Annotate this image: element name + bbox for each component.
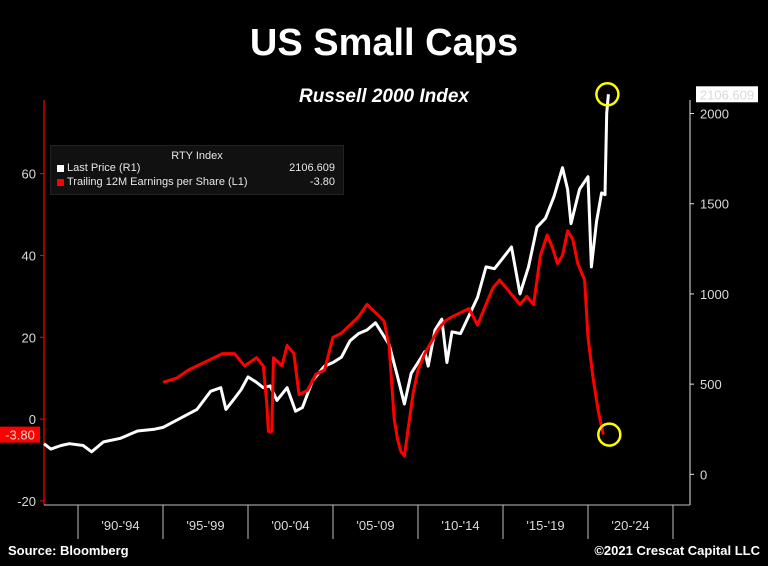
left-tick-label-4: 60 bbox=[22, 167, 36, 182]
legend-value-price: 2106.609 bbox=[289, 162, 335, 174]
eps-series-line bbox=[162, 229, 605, 458]
right-last-value-label: 2106.609 bbox=[700, 87, 754, 102]
legend-label-price: Last Price (R1) bbox=[67, 162, 141, 174]
left-last-value-label: -3.80 bbox=[5, 428, 35, 443]
left-tick-label-2: 20 bbox=[22, 330, 36, 345]
x-tick-label-6: '20-'24 bbox=[611, 518, 649, 533]
eps-highlight-circle bbox=[597, 422, 622, 447]
legend-label-eps: Trailing 12M Earnings per Share (L1) bbox=[67, 176, 248, 188]
x-tick-label-4: '10-'14 bbox=[441, 518, 479, 533]
chart-subtitle: Russell 2000 Index bbox=[298, 86, 470, 107]
x-tick-label-0: '90-'94 bbox=[101, 518, 139, 533]
right-tick-label-1: 500 bbox=[700, 377, 722, 392]
copyright-note: ©2021 Crescat Capital LLC bbox=[594, 543, 760, 558]
x-tick-label-1: '95-'99 bbox=[186, 518, 224, 533]
left-tick-label-0: -20 bbox=[17, 494, 36, 509]
legend-title: RTY Index bbox=[171, 150, 223, 162]
legend-entry-eps: Trailing 12M Earnings per Share (L1) -3.… bbox=[57, 176, 343, 190]
legend-swatch-eps bbox=[57, 179, 64, 186]
price-series-line bbox=[43, 94, 610, 454]
right-tick-label-2: 1000 bbox=[700, 287, 729, 302]
left-tick-label-1: 0 bbox=[29, 412, 36, 427]
left-tick-label-3: 40 bbox=[22, 248, 36, 263]
price-highlight-circle bbox=[595, 82, 620, 107]
x-tick-label-5: '15-'19 bbox=[526, 518, 564, 533]
legend-value-eps: -3.80 bbox=[309, 176, 335, 188]
legend-swatch-price bbox=[57, 165, 64, 172]
left-last-value-box bbox=[0, 426, 40, 443]
legend-entry-price: Last Price (R1) 2106.609 bbox=[57, 162, 343, 176]
right-last-value-box bbox=[696, 86, 758, 103]
source-note: Source: Bloomberg bbox=[8, 543, 129, 558]
chart-title: US Small Caps bbox=[249, 22, 519, 64]
right-tick-label-0: 0 bbox=[700, 467, 707, 482]
x-tick-label-2: '00-'04 bbox=[271, 518, 309, 533]
right-tick-label-4: 2000 bbox=[700, 107, 729, 122]
chart-legend: RTY Index Last Price (R1) 2106.609 Trail… bbox=[50, 145, 344, 195]
x-tick-label-3: '05-'09 bbox=[356, 518, 394, 533]
right-tick-label-3: 1500 bbox=[700, 197, 729, 212]
